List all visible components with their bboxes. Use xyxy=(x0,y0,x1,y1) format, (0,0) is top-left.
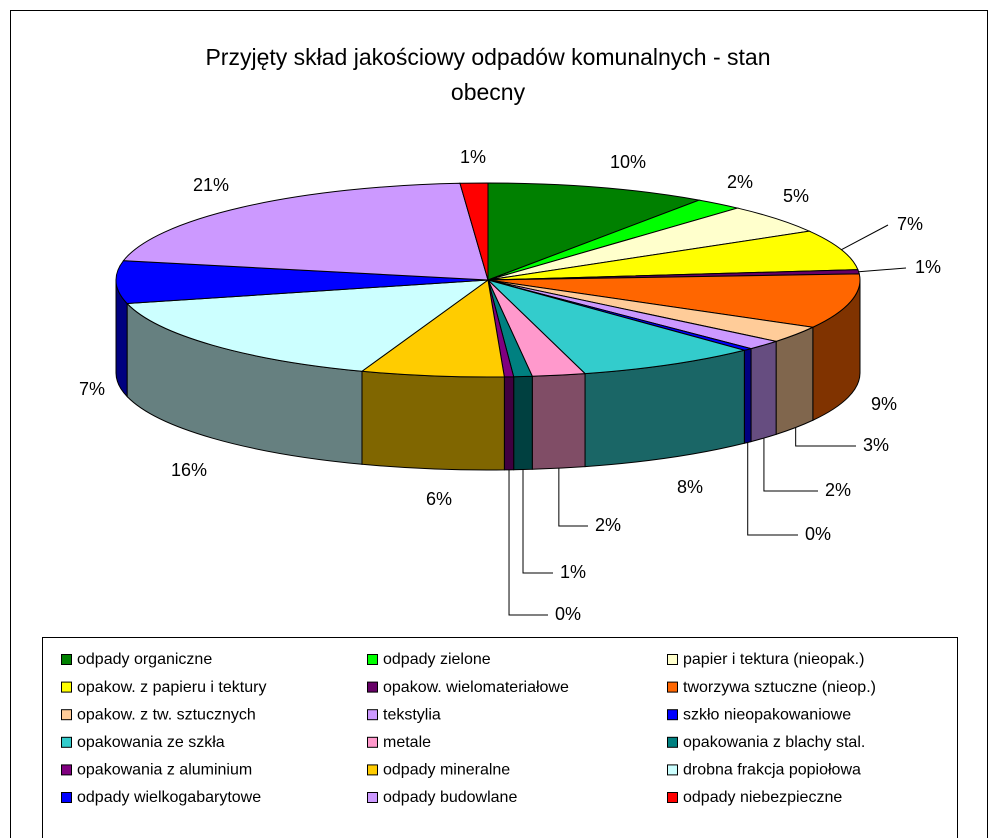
legend-label: tekstylia xyxy=(383,706,441,723)
slice-side xyxy=(775,326,814,436)
legend-swatch xyxy=(367,792,378,803)
data-label: 0% xyxy=(805,524,831,544)
data-label: 2% xyxy=(595,515,621,535)
legend-label: odpady niebezpieczne xyxy=(683,789,842,806)
data-label: 7% xyxy=(79,379,105,399)
slice xyxy=(360,279,505,378)
data-label: 3% xyxy=(863,435,889,455)
legend-swatch xyxy=(367,681,378,693)
legend-swatch xyxy=(367,709,378,721)
legend-label: odpady wielkogabarytowe xyxy=(77,789,261,806)
legend-swatch xyxy=(61,709,72,721)
slice xyxy=(459,182,489,281)
legend-label: odpady zielone xyxy=(383,651,491,668)
data-label: 5% xyxy=(783,186,809,206)
slice-side xyxy=(750,340,777,443)
data-label: 1% xyxy=(560,562,586,582)
slice xyxy=(487,273,861,328)
slice xyxy=(115,260,489,305)
data-label: 10% xyxy=(610,152,646,172)
leader-line xyxy=(795,427,856,447)
legend-label: odpady budowlane xyxy=(383,789,517,806)
legend-swatch xyxy=(667,764,678,776)
legend-swatch xyxy=(61,736,72,748)
legend-swatch xyxy=(61,654,72,665)
leader-line xyxy=(747,442,798,536)
slice xyxy=(487,182,701,281)
data-label: 1% xyxy=(915,257,941,277)
data-label: 8% xyxy=(677,477,703,497)
data-label: 2% xyxy=(825,480,851,500)
data-label: 6% xyxy=(426,489,452,509)
legend-swatch xyxy=(667,681,678,693)
legend-label: metale xyxy=(383,734,431,751)
legend-swatch xyxy=(367,736,378,748)
data-label: 21% xyxy=(193,175,229,195)
slice-side xyxy=(531,373,586,470)
data-label: 7% xyxy=(897,214,923,234)
legend-label: odpady mineralne xyxy=(383,762,510,779)
leader-line xyxy=(763,438,818,492)
legend-swatch xyxy=(667,709,678,721)
legend-swatch xyxy=(61,792,72,803)
legend-swatch xyxy=(367,764,378,776)
slice xyxy=(126,279,490,372)
data-label: 9% xyxy=(871,394,897,414)
legend-swatch xyxy=(667,736,678,748)
legend-label: odpady organiczne xyxy=(77,651,212,668)
legend-label: papier i tektura (nieopak.) xyxy=(683,651,864,668)
slice xyxy=(122,182,489,281)
slice-side xyxy=(503,376,515,471)
legend-swatch xyxy=(667,792,678,803)
legend-swatch xyxy=(367,654,378,665)
legend-label: opakow. z tw. sztucznych xyxy=(77,706,256,723)
legend-label: szkło nieopakowaniowe xyxy=(683,706,851,723)
legend-box xyxy=(42,637,958,838)
slice-side xyxy=(513,375,533,471)
data-label: 2% xyxy=(727,172,753,192)
legend-label: opakowania z aluminium xyxy=(77,762,252,779)
leader-line xyxy=(858,267,907,273)
slice-side xyxy=(361,370,505,471)
slice-side xyxy=(743,347,752,444)
data-label: 16% xyxy=(171,460,207,480)
leader-line xyxy=(558,468,588,527)
legend-label: tworzywa sztuczne (nieop.) xyxy=(683,679,876,696)
legend-label: opakowania ze szkła xyxy=(77,734,225,751)
leader-line xyxy=(508,469,548,616)
legend-swatch xyxy=(61,764,72,776)
legend-label: opakowania z blachy stal. xyxy=(683,734,865,751)
data-label: 1% xyxy=(460,147,486,167)
data-label: 0% xyxy=(555,604,581,624)
legend-swatch xyxy=(667,654,678,665)
legend-swatch xyxy=(61,681,72,693)
leader-line xyxy=(522,469,553,574)
legend-label: drobna frakcja popiołowa xyxy=(683,762,861,779)
legend-label: opakow. wielomateriałowe xyxy=(383,679,569,696)
legend-label: opakow. z papieru i tektury xyxy=(77,679,266,696)
slice xyxy=(487,279,747,375)
chart-title: Przyjęty skład jakościowy odpadów komuna… xyxy=(205,44,771,105)
leader-line xyxy=(841,224,889,251)
